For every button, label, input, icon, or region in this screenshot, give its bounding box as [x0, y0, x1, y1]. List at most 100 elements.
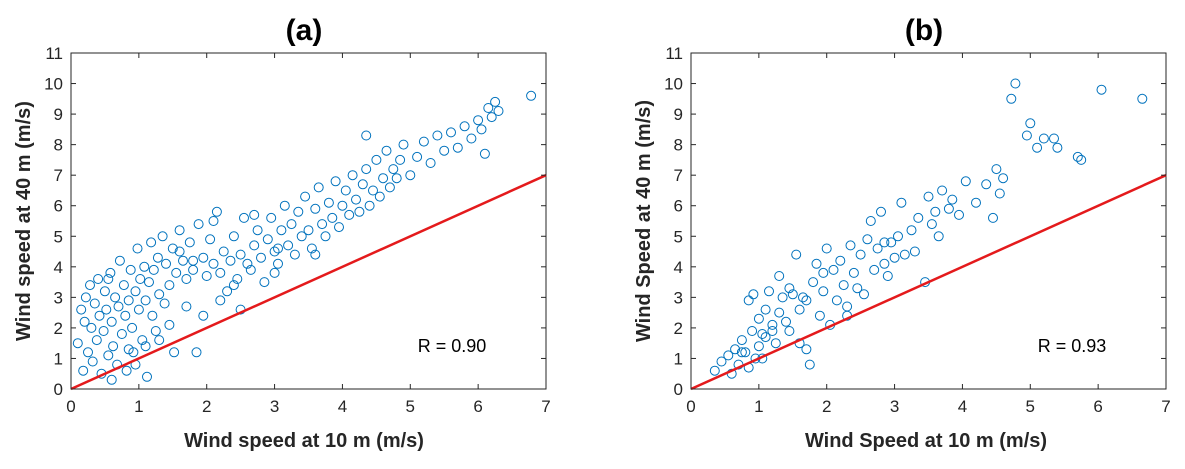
y-tick-label: 10 [44, 75, 63, 94]
data-point [222, 286, 233, 297]
data-point [384, 182, 395, 193]
data-point [296, 231, 307, 242]
data-point [483, 103, 494, 113]
data-point [828, 264, 839, 275]
y-tick-label: 8 [54, 136, 63, 155]
data-point [306, 243, 317, 254]
data-point [266, 212, 277, 223]
data-point [249, 240, 260, 251]
data-point [320, 231, 331, 242]
data-point [947, 194, 958, 205]
y-tick-label: 6 [54, 197, 63, 216]
data-point [1038, 133, 1049, 144]
data-point [239, 212, 249, 223]
data-point [818, 267, 829, 278]
data-point [269, 246, 280, 257]
data-point [83, 347, 93, 358]
y-tick-label: 2 [674, 319, 683, 338]
data-point [142, 371, 152, 382]
plot-area-a [70, 52, 547, 390]
data-point [85, 280, 95, 291]
data-point [150, 326, 161, 336]
data-point [215, 295, 226, 306]
x-tick-label: 5 [406, 397, 415, 416]
data-point [123, 295, 134, 306]
data-point [855, 249, 866, 260]
data-point [72, 338, 83, 349]
data-point [178, 255, 188, 266]
data-point [1076, 154, 1087, 165]
data-point [774, 307, 785, 318]
x-tick-label: 0 [686, 397, 695, 416]
data-point [774, 271, 785, 281]
data-point [273, 243, 283, 254]
y-tick-label: 4 [674, 258, 683, 277]
data-point [821, 243, 832, 254]
data-point [123, 344, 134, 355]
data-point [121, 365, 132, 376]
data-point [147, 310, 158, 321]
data-point [852, 283, 863, 294]
data-point [313, 182, 324, 193]
x-tick-label: 1 [754, 397, 763, 416]
y-tick-label: 5 [54, 227, 63, 246]
data-point [388, 164, 399, 175]
reference-line-a [70, 174, 547, 391]
y-axis-label-a: Wind speed at 40 m (m/s) [13, 101, 35, 341]
data-point [113, 301, 124, 312]
data-point [760, 332, 771, 343]
data-point [106, 374, 117, 385]
data-point [317, 219, 328, 230]
data-point [811, 258, 822, 269]
x-tick-label: 3 [890, 397, 899, 416]
data-point [736, 335, 747, 346]
y-tick-label: 1 [674, 349, 683, 368]
data-point [300, 191, 311, 202]
data-point [232, 274, 243, 284]
data-point [323, 197, 334, 208]
data-point [201, 271, 212, 281]
data-point [818, 286, 829, 297]
data-point [405, 170, 416, 181]
y-tick-label: 0 [674, 380, 683, 399]
data-point [208, 216, 219, 226]
data-point [787, 289, 798, 300]
data-point [784, 326, 795, 336]
data-point [125, 264, 136, 275]
data-point [293, 206, 304, 217]
data-point [446, 127, 456, 138]
data-point [814, 310, 825, 321]
data-point [242, 258, 253, 269]
data-point [340, 185, 351, 196]
data-point [893, 231, 903, 242]
data-point [395, 154, 406, 165]
data-point [303, 225, 314, 236]
data-point [933, 231, 944, 242]
x-tick-label: 1 [134, 397, 143, 416]
data-point [865, 216, 876, 226]
data-point [886, 237, 897, 248]
data-point [1072, 151, 1083, 162]
data-point [98, 326, 109, 336]
data-point [794, 304, 805, 315]
data-point [486, 112, 497, 123]
data-point [748, 289, 759, 300]
y-tick-label: 2 [54, 319, 63, 338]
data-point [110, 292, 121, 303]
data-point [889, 252, 900, 263]
data-point [398, 139, 409, 150]
data-point [154, 289, 165, 300]
data-point [181, 274, 192, 284]
data-point [286, 219, 297, 230]
y-tick-label: 6 [674, 197, 683, 216]
data-point [327, 212, 338, 223]
data-point [205, 234, 216, 245]
data-point [211, 206, 222, 217]
data-point [357, 179, 368, 190]
data-point [479, 148, 490, 159]
correlation-annotation-a: R = 0.90 [418, 336, 487, 356]
data-point [154, 335, 165, 346]
data-point [801, 295, 812, 306]
data-point [252, 225, 263, 236]
